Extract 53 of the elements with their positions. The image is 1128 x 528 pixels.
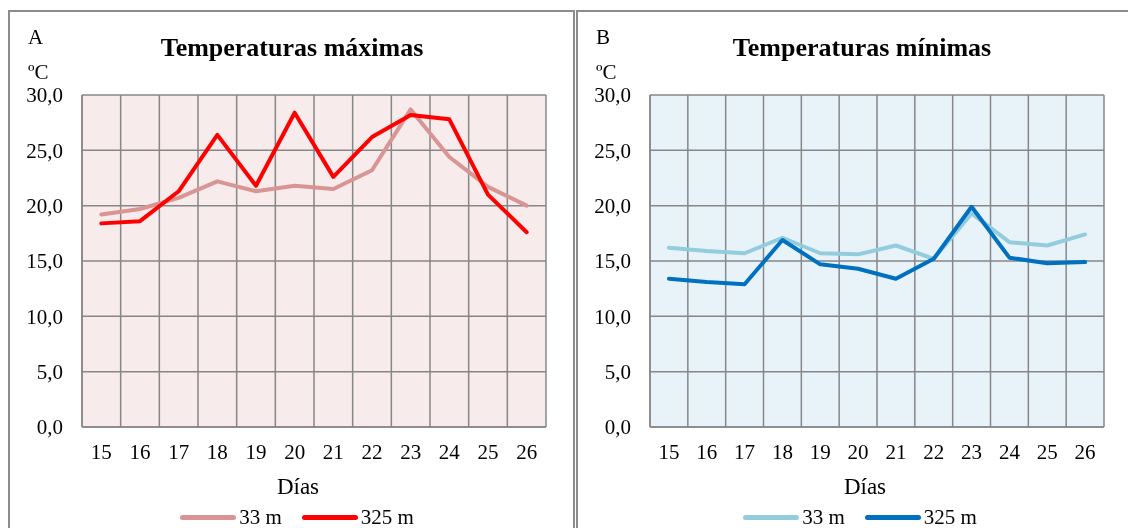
x-axis-title: Días [276,474,320,499]
x-tick-label: 19 [245,439,267,464]
y-tick-label: 15,0 [26,249,63,274]
x-tick-label: 24 [438,439,461,464]
x-tick-label: 21 [885,439,907,464]
line-series [666,204,1088,287]
x-tick-label: 24 [998,439,1021,464]
text: B [596,25,611,49]
y-tick-label: 30,0 [594,83,631,108]
x-tick-label: 20 [284,439,306,464]
x-tick-label: 15 [658,439,680,464]
y-tick-label: 5,0 [604,360,631,385]
x-tick-label: 22 [361,439,383,464]
y-tick-label: 20,0 [26,194,63,219]
y-tick-label: 25,0 [26,138,63,163]
y-tick-label: 30,0 [26,83,63,108]
x-tick-label: 17 [734,439,756,464]
text: A [28,25,44,49]
x-tick-label: 23 [961,439,983,464]
x-tick-label: 25 [1036,439,1058,464]
y-tick-label: 20,0 [594,194,631,219]
x-tick-label: 16 [696,439,718,464]
chart-title: Temperaturas máximas [160,33,424,62]
y-axis-title: ºC [596,60,617,84]
y-tick-label: 25,0 [594,138,631,163]
y-tick-label: 10,0 [26,304,63,329]
x-tick-label: 26 [1074,439,1096,464]
x-tick-label: 21 [322,439,344,464]
x-tick-label: 15 [90,439,112,464]
chart-title: Temperaturas mínimas [732,33,992,62]
x-tick-label: 25 [477,439,499,464]
y-axis-title: ºC [28,60,49,84]
x-tick-label: 18 [771,439,793,464]
x-tick-label: 26 [516,439,538,464]
x-tick-label: 20 [847,439,869,464]
x-tick-label: 23 [400,439,422,464]
legend-label: 325 m [923,505,977,528]
y-tick-label: 0,0 [36,415,63,440]
y-tick-label: 5,0 [36,360,63,385]
legend-label: 33 m [802,505,845,528]
legend-label: 33 m [239,505,282,528]
x-tick-label: 19 [809,439,831,464]
y-tick-label: 10,0 [594,304,631,329]
line-series [99,107,529,217]
x-tick-label: 18 [206,439,228,464]
y-tick-label: 0,0 [604,415,631,440]
y-tick-label: 15,0 [594,249,631,274]
x-tick-label: 17 [168,439,190,464]
line-series [99,110,529,235]
x-tick-label: 22 [923,439,945,464]
x-axis-title: Días [843,474,887,499]
x-tick-label: 16 [129,439,151,464]
legend-label: 325 m [360,505,414,528]
